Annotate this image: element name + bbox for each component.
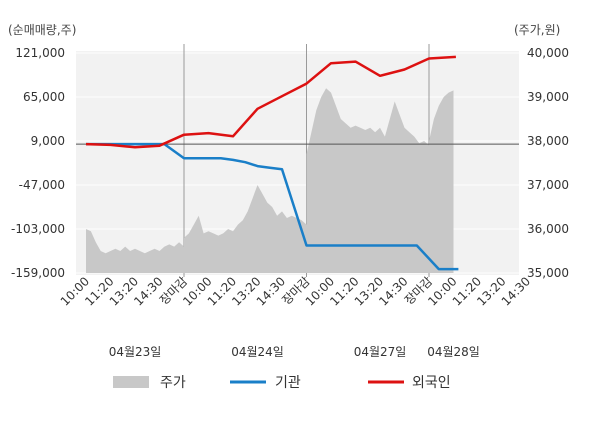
left-tick-label-5: -159,000	[11, 266, 65, 280]
right-axis-ticks: 40,000 39,000 38,000 37,000 36,000 35,000	[527, 46, 569, 280]
left-tick-label-2: 9,000	[31, 134, 65, 148]
date-label-0: 04월23일	[109, 345, 162, 359]
date-label-3: 04월28일	[427, 345, 480, 359]
date-labels: 04월23일 04월24일 04월27일 04월28일	[109, 345, 480, 359]
x-tick-label-13: 14:30	[376, 274, 410, 308]
legend-item-institution[interactable]: 기관	[230, 375, 301, 391]
x-tick-label-3: 14:30	[131, 274, 165, 308]
x-tick-label-8: 14:30	[254, 274, 288, 308]
right-axis-unit: (주가,원)	[514, 23, 560, 37]
left-tick-label-0: 121,000	[15, 46, 65, 60]
legend-item-price[interactable]: 주가	[113, 375, 186, 391]
legend: 주가 기관 외국인	[113, 375, 451, 391]
right-tick-label-4: 36,000	[527, 222, 569, 236]
left-axis-unit: (순매매량,주)	[8, 23, 76, 37]
line-series-group	[85, 55, 459, 271]
right-tick-label-3: 37,000	[527, 178, 569, 192]
date-label-1: 04월24일	[231, 345, 284, 359]
price-area-group	[86, 88, 454, 273]
legend-item-foreign[interactable]: 외국인	[368, 375, 451, 391]
right-tick-label-5: 35,000	[527, 266, 569, 280]
right-tick-label-0: 40,000	[527, 46, 569, 60]
legend-label-price: 주가	[160, 375, 186, 391]
left-tick-label-1: 65,000	[23, 90, 65, 104]
legend-label-institution: 기관	[275, 375, 301, 391]
left-tick-label-3: -47,000	[19, 178, 65, 192]
left-axis-ticks: 121,000 65,000 9,000 -47,000 -103,000 -159,00…	[11, 46, 65, 280]
foreign-line	[85, 55, 456, 149]
right-tick-label-1: 39,000	[527, 90, 569, 104]
date-label-2: 04월27일	[354, 345, 407, 359]
legend-label-foreign: 외국인	[412, 375, 451, 391]
x-tick-label-18: 14:30	[499, 274, 533, 308]
legend-swatch-price	[113, 376, 149, 388]
left-tick-label-4: -103,000	[11, 222, 65, 236]
price-area	[86, 88, 454, 273]
right-tick-label-2: 38,000	[527, 134, 569, 148]
x-axis-ticks: 10:0011:2013:2014:30장마감10:0011:2013:2014…	[58, 274, 533, 308]
